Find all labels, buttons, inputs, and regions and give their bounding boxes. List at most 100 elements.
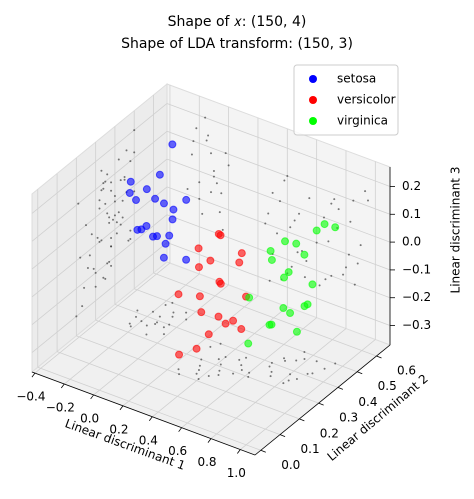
projection-point [289,373,292,376]
grid-line [34,262,171,374]
tick-mark [279,434,286,437]
projection-point [218,369,221,372]
projection-point [186,187,189,190]
tick-mark [207,438,212,443]
projection-point [283,357,286,360]
projection-point [248,371,251,374]
projection-point [172,311,175,314]
x-tick-label: −0.4 [16,390,45,404]
grid-line [31,158,168,270]
projection-point [327,240,330,243]
projection-point [311,372,314,375]
grid [31,85,391,451]
grid-line [37,366,261,451]
z-tick-label: −0.2 [402,290,431,304]
projection-point [129,229,132,232]
projection-point [151,310,154,313]
projection-point [102,276,105,279]
x-tick-label: 1.0 [227,466,246,480]
projection-point [102,182,105,185]
grid-line [114,304,339,388]
projection-point [171,301,174,304]
projection-point [276,232,279,235]
projection-point [268,365,271,368]
point [155,170,164,179]
projection-point [197,369,200,372]
tick-mark [90,394,94,400]
y-tick-label: 0.1 [301,442,320,456]
point [312,226,321,235]
projection-point [100,169,103,172]
projection-point [322,216,325,219]
grid-line [166,103,391,187]
projection-point [224,152,227,155]
projection-point [308,197,311,200]
projection-point [98,207,101,210]
projection-point [98,240,101,243]
point [197,308,206,317]
point [214,312,223,321]
grid-line [31,130,168,242]
grid-line [166,186,391,271]
projection-point [284,359,287,362]
projection-point [218,211,221,214]
grid-line [31,242,168,353]
point [216,231,225,240]
point [266,246,275,255]
projection-point [117,211,120,214]
projection-point [117,158,120,161]
projection-point [315,360,318,363]
projection-point [83,286,86,289]
projection-point [219,363,222,366]
projection-point [324,278,327,281]
projection-point [238,358,241,361]
projection-point [190,153,193,156]
projection-point [129,325,132,328]
projection-point [298,212,301,215]
projection-point [303,276,306,279]
projection-point [267,212,270,215]
projection-point [217,374,220,377]
point [229,316,238,325]
projection-point [171,315,174,318]
projection-point [315,241,318,244]
projection-point [278,200,281,203]
grid-line [166,214,391,299]
point [281,237,290,246]
projection-point [221,228,224,231]
projection-point [289,226,292,229]
axis-line [31,371,256,456]
point [194,244,203,253]
point [221,319,230,328]
tick-mark [60,383,65,389]
point [169,205,178,214]
grid-line [134,288,358,373]
tick-mark [260,449,266,453]
point [204,330,213,339]
point [194,263,203,272]
panes [31,82,391,456]
y-tick-label: 0.6 [397,364,416,378]
legend-marker [309,117,317,125]
tick-mark [119,405,124,411]
tick-mark [237,449,241,454]
projection-point [106,262,109,265]
projection-point [128,322,131,325]
projection-point [215,182,218,185]
projection-point [303,357,306,360]
projection-point [115,221,118,224]
projection-point [110,181,113,184]
point [195,292,204,301]
projection-point [198,181,201,184]
projection-point [349,220,352,223]
projection-point [247,375,250,378]
projection-point [115,232,118,235]
grid-line [76,335,300,420]
projection-point [108,216,111,219]
projection-point [81,305,84,308]
projection-point [185,318,188,321]
point [161,239,170,248]
projection-point [342,273,345,276]
grid-line [93,284,229,396]
z-tick-label: −0.3 [402,318,431,332]
